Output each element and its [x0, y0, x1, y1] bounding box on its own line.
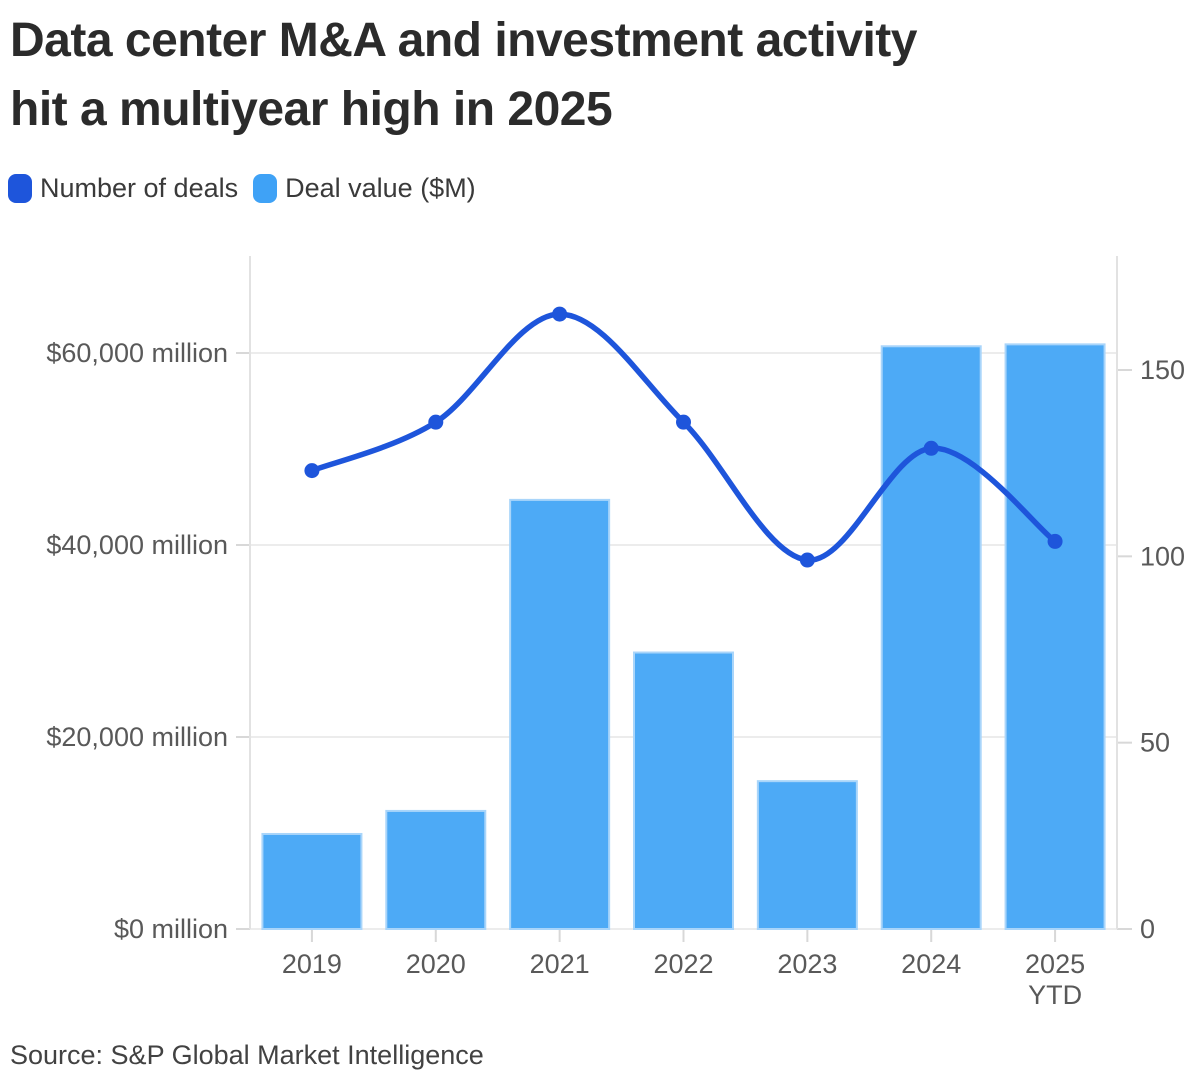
x-axis-label: 2025	[1025, 949, 1085, 979]
bar-2023	[756, 780, 858, 930]
right-axis-label: 100	[1140, 541, 1185, 571]
point-2021	[552, 306, 568, 322]
x-axis-label: 2023	[777, 949, 837, 979]
point-2025	[1047, 533, 1063, 549]
chart-plot: $0 million $20,000 million $40,000 million…	[46, 256, 1185, 1010]
point-2022	[676, 414, 691, 430]
legend-swatch-deal-value-icon	[253, 174, 278, 203]
x-axis-label: 2022	[653, 949, 713, 979]
chart-title: Data center M&A and investment activity h…	[10, 6, 917, 144]
source-note: Source: S&P Global Market Intelligence	[10, 1040, 484, 1070]
chart-title-line2: hit a multiyear high in 2025	[10, 83, 613, 136]
legend-swatch-number-of-deals-icon	[8, 174, 32, 203]
point-2019	[304, 463, 320, 479]
legend-item-number-of-deals: Number of deals	[8, 173, 238, 204]
bar-2024	[880, 345, 982, 930]
bar-2022	[633, 651, 734, 930]
x-axis-label: 2021	[530, 949, 590, 979]
chart-title-line1: Data center M&A and investment activity	[10, 14, 917, 67]
point-2023	[799, 552, 815, 568]
point-2020	[428, 414, 444, 430]
right-axis-label: 0	[1140, 914, 1155, 944]
left-axis-label: $60,000 million	[46, 338, 228, 368]
left-axis-label: $20,000 million	[46, 722, 228, 752]
left-axis-label: $40,000 million	[46, 530, 228, 560]
x-axis-sublabel: YTD	[1028, 980, 1082, 1010]
point-2024	[923, 440, 939, 456]
right-axis-label: 50	[1140, 728, 1170, 758]
legend-label: Deal value ($M)	[285, 173, 476, 203]
left-axis-label: $0 million	[114, 914, 228, 944]
bar-2019	[261, 832, 363, 931]
bar-2025	[1004, 343, 1106, 931]
bar-2021	[509, 498, 611, 930]
x-axis-label: 2024	[901, 949, 961, 979]
legend: Number of deals Deal value ($M)	[8, 173, 476, 204]
legend-label: Number of deals	[40, 173, 239, 203]
x-axis-label: 2020	[406, 949, 466, 979]
x-axis-label: 2019	[282, 949, 342, 979]
legend-item-deal-value: Deal value ($M)	[253, 173, 476, 204]
bar-2020	[385, 809, 487, 930]
right-axis-label: 150	[1140, 355, 1185, 385]
